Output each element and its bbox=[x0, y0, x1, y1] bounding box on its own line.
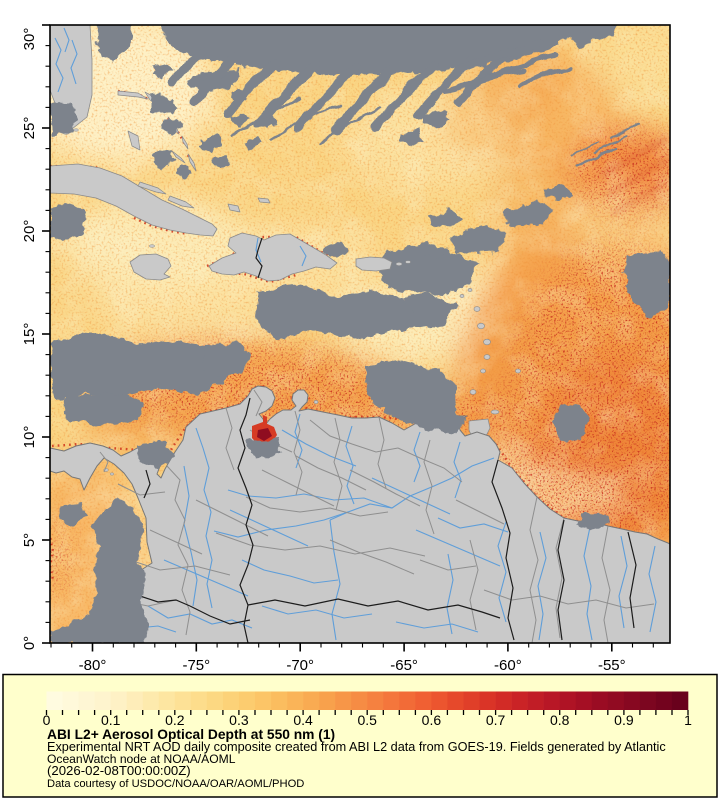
svg-text:0.5: 0.5 bbox=[357, 712, 377, 728]
svg-text:0°: 0° bbox=[21, 636, 38, 650]
svg-text:0.1: 0.1 bbox=[101, 712, 121, 728]
svg-text:OceanWatch node at NOAA/AOML: OceanWatch node at NOAA/AOML bbox=[47, 752, 236, 766]
svg-text:0.4: 0.4 bbox=[293, 712, 313, 728]
svg-text:-55°: -55° bbox=[598, 657, 626, 674]
svg-text:20°: 20° bbox=[21, 220, 38, 243]
svg-text:-70°: -70° bbox=[286, 657, 314, 674]
svg-text:Data courtesy of USDOC/NOAA/OA: Data courtesy of USDOC/NOAA/OAR/AOML/PHO… bbox=[47, 778, 304, 790]
svg-text:0.7: 0.7 bbox=[486, 712, 506, 728]
svg-text:Experimental NRT AOD daily com: Experimental NRT AOD daily composite cre… bbox=[47, 740, 666, 754]
svg-text:0.3: 0.3 bbox=[229, 712, 249, 728]
svg-text:5°: 5° bbox=[21, 533, 38, 547]
svg-text:30°: 30° bbox=[21, 28, 38, 51]
svg-text:0.6: 0.6 bbox=[422, 712, 442, 728]
svg-text:15°: 15° bbox=[21, 323, 38, 346]
svg-text:0: 0 bbox=[43, 712, 51, 728]
svg-text:0.2: 0.2 bbox=[165, 712, 185, 728]
svg-text:1: 1 bbox=[684, 712, 692, 728]
svg-text:0.9: 0.9 bbox=[614, 712, 634, 728]
svg-text:25°: 25° bbox=[21, 117, 38, 140]
svg-text:ABI L2+ Aerosol Optical Depth: ABI L2+ Aerosol Optical Depth at 550 nm … bbox=[47, 727, 335, 742]
svg-text:(2026-02-08T00:00:00Z): (2026-02-08T00:00:00Z) bbox=[47, 763, 191, 778]
svg-text:-65°: -65° bbox=[390, 657, 418, 674]
svg-text:-60°: -60° bbox=[494, 657, 522, 674]
svg-text:10°: 10° bbox=[21, 426, 38, 449]
svg-text:-75°: -75° bbox=[182, 657, 210, 674]
svg-text:-80°: -80° bbox=[79, 657, 107, 674]
svg-text:0.8: 0.8 bbox=[550, 712, 570, 728]
